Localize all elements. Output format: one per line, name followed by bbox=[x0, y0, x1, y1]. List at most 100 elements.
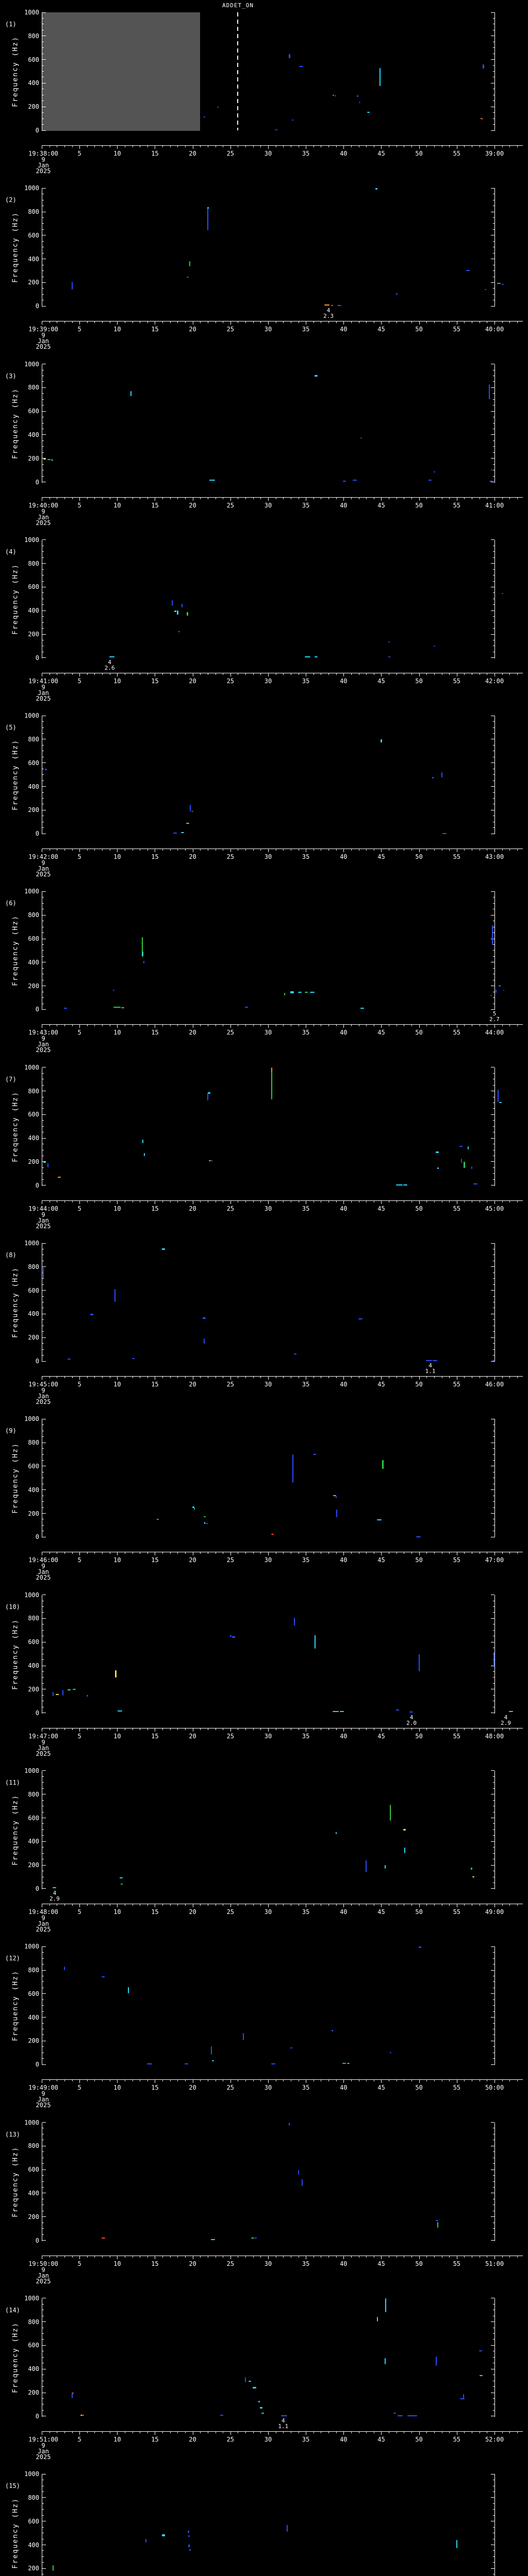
x-tick-label: 55 bbox=[453, 326, 461, 333]
x-tick-label: 55 bbox=[453, 677, 461, 685]
x-tick bbox=[494, 2431, 495, 2435]
x-tick bbox=[102, 1377, 103, 1379]
x-tick bbox=[72, 849, 73, 851]
x-tick-label: 50 bbox=[415, 1556, 423, 1564]
x-tick-label: 40 bbox=[340, 1556, 348, 1564]
x-tick-label: 55 bbox=[453, 2260, 461, 2267]
y-tick bbox=[493, 1694, 494, 1696]
x-tick-label: 25 bbox=[226, 1556, 235, 1564]
event-mark bbox=[395, 1709, 399, 1711]
end-time-label: 39:00 bbox=[485, 150, 504, 157]
y-axis-right bbox=[494, 1595, 495, 1714]
x-tick-label: 45 bbox=[377, 677, 385, 685]
x-tick bbox=[366, 1200, 367, 1202]
y-tick bbox=[42, 1343, 44, 1344]
x-tick bbox=[502, 2256, 503, 2258]
y-tick-label: 1000 bbox=[24, 1240, 39, 1247]
x-tick-label: 30 bbox=[264, 501, 272, 509]
y-tick bbox=[42, 2175, 44, 2176]
x-tick bbox=[245, 849, 246, 851]
event-mark bbox=[470, 1868, 472, 1870]
x-tick-label: 5 bbox=[77, 2435, 81, 2443]
y-tick bbox=[491, 1138, 494, 1139]
x-tick-label: 10 bbox=[113, 501, 121, 509]
x-tick bbox=[366, 1377, 367, 1379]
y-tick bbox=[491, 130, 494, 131]
y-tick bbox=[491, 891, 494, 892]
x-tick-label: 20 bbox=[189, 150, 196, 157]
x-tick bbox=[94, 1728, 95, 1730]
x-tick bbox=[464, 1025, 465, 1027]
y-tick bbox=[42, 628, 44, 629]
x-tick bbox=[268, 1025, 269, 1028]
y-tick bbox=[42, 1841, 46, 1842]
x-tick bbox=[343, 1025, 344, 1028]
x-tick-label: 35 bbox=[302, 1556, 310, 1564]
y-axis-right bbox=[494, 891, 495, 1010]
x-tick-label: 10 bbox=[113, 2435, 121, 2443]
x-tick-label: 30 bbox=[264, 2435, 272, 2443]
x-tick bbox=[200, 321, 201, 324]
date-label: 2025 bbox=[36, 871, 51, 878]
event-mark bbox=[117, 1710, 122, 1711]
x-tick-label: 15 bbox=[151, 2084, 159, 2092]
y-tick-label: 0 bbox=[35, 478, 39, 486]
x-tick-label: 40 bbox=[340, 326, 348, 333]
y-tick bbox=[493, 229, 494, 230]
x-tick bbox=[381, 146, 382, 149]
x-tick-label: 15 bbox=[151, 501, 159, 509]
y-axis-right bbox=[494, 2122, 495, 2241]
x-tick bbox=[419, 1904, 420, 1907]
y-tick bbox=[491, 786, 494, 787]
x-tick bbox=[336, 1200, 337, 1202]
y-tick bbox=[493, 581, 494, 582]
y-tick-label: 800 bbox=[28, 560, 39, 567]
x-tick bbox=[200, 1552, 201, 1554]
end-time-label: 50:00 bbox=[485, 2084, 504, 2092]
x-tick bbox=[411, 1728, 412, 1730]
x-tick bbox=[260, 1552, 261, 1554]
x-tick bbox=[411, 1904, 412, 1906]
x-tick bbox=[502, 146, 503, 147]
y-tick bbox=[493, 1524, 494, 1526]
event-mark bbox=[460, 2398, 465, 2400]
x-tick bbox=[381, 1552, 382, 1556]
event-mark bbox=[55, 1694, 59, 1696]
x-tick-label: 45 bbox=[377, 1732, 385, 1740]
x-tick-label: 10 bbox=[113, 2084, 121, 2092]
x-tick-label: 25 bbox=[226, 501, 235, 509]
event-mark bbox=[437, 1167, 439, 1170]
date-label: Jan bbox=[38, 2272, 49, 2279]
x-tick-label: 10 bbox=[113, 677, 121, 685]
x-tick-label: 5 bbox=[77, 1556, 81, 1564]
y-tick bbox=[42, 188, 46, 189]
x-tick bbox=[464, 321, 465, 324]
x-tick bbox=[411, 1552, 412, 1554]
y-tick bbox=[493, 1612, 494, 1613]
y-tick bbox=[42, 112, 44, 113]
event-mark bbox=[102, 1976, 105, 1977]
y-tick bbox=[42, 1120, 44, 1121]
event-mark bbox=[207, 207, 209, 209]
start-time-label: 19:42:00 bbox=[28, 853, 58, 861]
y-tick-label: 1000 bbox=[24, 184, 39, 192]
y-tick-label: 1000 bbox=[24, 2470, 39, 2478]
x-tick bbox=[509, 321, 510, 324]
x-tick bbox=[343, 849, 344, 853]
x-tick-label: 25 bbox=[226, 2084, 235, 2092]
y-tick bbox=[491, 563, 494, 564]
date-label: 9 bbox=[41, 1035, 45, 1043]
x-tick bbox=[94, 321, 95, 324]
y-tick bbox=[493, 1179, 494, 1180]
y-tick bbox=[493, 2503, 494, 2504]
x-tick-label: 20 bbox=[189, 1908, 196, 1916]
date-label: 9 bbox=[41, 2442, 45, 2449]
x-tick bbox=[517, 673, 518, 675]
y-tick bbox=[42, 294, 44, 295]
x-tick bbox=[509, 1728, 510, 1730]
y-tick bbox=[42, 1618, 46, 1619]
y-tick bbox=[42, 1489, 46, 1490]
y-tick bbox=[42, 71, 44, 72]
y-tick bbox=[491, 2568, 494, 2569]
x-tick bbox=[162, 1200, 163, 1202]
